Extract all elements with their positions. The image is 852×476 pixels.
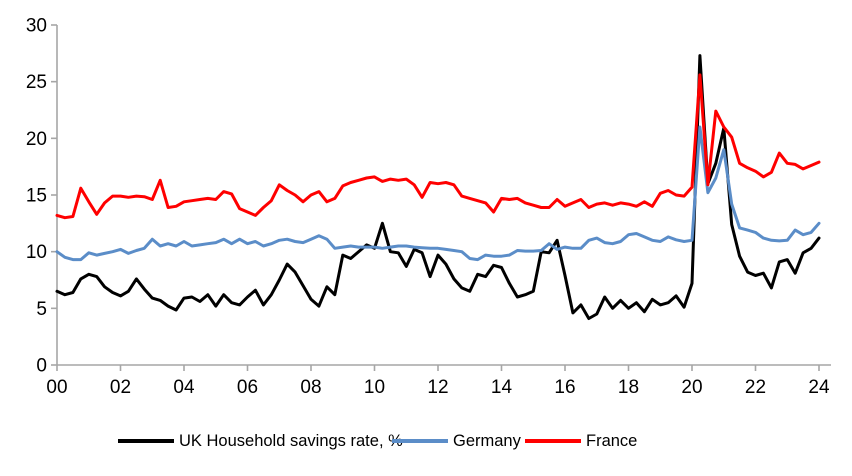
x-tick-label: 22 <box>745 377 766 398</box>
y-tick-label: 0 <box>36 356 47 377</box>
y-tick-label: 20 <box>26 129 47 150</box>
y-tick-label: 30 <box>26 16 47 37</box>
y-tick-label: 10 <box>26 242 47 263</box>
germany-legend-label: Germany <box>453 432 521 450</box>
x-tick-label: 06 <box>237 377 258 398</box>
chart-container: 0 5 10 15 20 25 30 00 02 04 06 08 10 12 14 16 18 20 22 24 U… <box>26 16 831 450</box>
x-tick-label: 14 <box>491 377 513 398</box>
x-tick-label: 08 <box>300 377 321 398</box>
uk-line-sample <box>118 439 174 443</box>
x-tick-label: 04 <box>173 377 195 398</box>
y-tick-label: 25 <box>26 72 47 93</box>
x-tick-label: 20 <box>681 377 702 398</box>
y-tick-label: 5 <box>36 299 47 320</box>
legend-item-germany: Germany <box>392 432 521 450</box>
x-tick-label: 18 <box>618 377 639 398</box>
france-line-sample <box>525 439 581 443</box>
savings-chart-svg: 0 5 10 15 20 25 30 00 02 04 06 08 10 12 14 16 18 20 22 24 <box>26 16 831 398</box>
y-tick-label: 15 <box>26 186 47 207</box>
x-tick-label: 12 <box>427 377 448 398</box>
france-line <box>55 73 821 220</box>
x-tick-label: 10 <box>364 377 385 398</box>
x-tick-label: 24 <box>808 377 830 398</box>
france-legend-label: France <box>586 432 638 450</box>
uk-legend-label: UK Household savings rate, % <box>179 432 403 450</box>
legend-item-uk: UK Household savings rate, % <box>118 432 403 450</box>
legend-item-france: France <box>525 432 637 450</box>
germany-line <box>55 125 821 262</box>
x-tick-label: 16 <box>554 377 575 398</box>
x-tick-label: 02 <box>110 377 131 398</box>
x-tick-label: 00 <box>46 377 67 398</box>
uk-line <box>55 54 821 320</box>
germany-line-sample <box>392 439 448 443</box>
